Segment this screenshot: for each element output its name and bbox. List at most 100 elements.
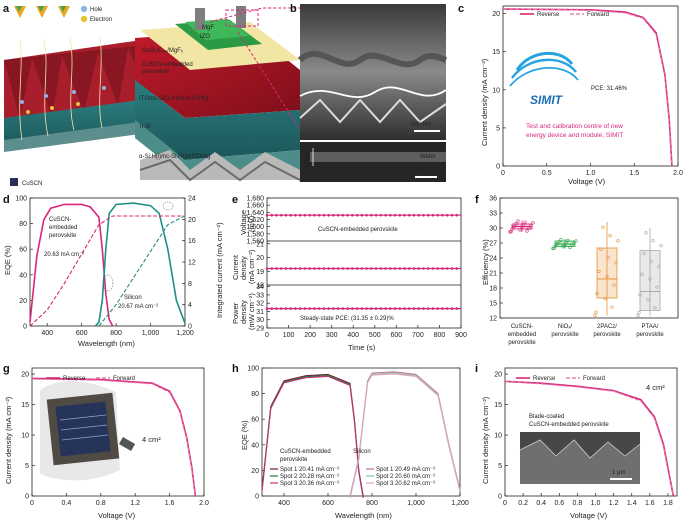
e-pow-ytick: 32 (256, 301, 264, 308)
e-voltage-point (308, 213, 311, 217)
i-xtick: 0 (503, 500, 507, 507)
f-point (574, 239, 578, 243)
e-pow-label-2: density (239, 300, 248, 324)
plot-frame-e (266, 197, 462, 329)
f-point (561, 245, 565, 249)
panel-label-g: g (3, 363, 10, 375)
e-current-point (346, 267, 349, 270)
layer-rear: α-Si:H(i)/nc-Si:H(p)/ITO/Ag (139, 154, 210, 160)
e-current-point (374, 267, 378, 270)
area-label-i: 4 cm² (646, 383, 665, 392)
g-xtick: 1.6 (165, 500, 175, 507)
panel-label-b: b (290, 3, 297, 15)
e-current-point (422, 267, 425, 270)
f-point (563, 242, 567, 247)
e-voltage-point (298, 213, 302, 217)
h-xtick: 600 (322, 500, 334, 507)
e-current-point (298, 267, 302, 270)
e-power-point (360, 307, 364, 310)
e-volt-ytick: 1,660 (246, 203, 264, 210)
legend-electron: Electron (90, 17, 112, 23)
e-current-point (332, 267, 335, 270)
e-current-point (289, 267, 293, 270)
xlabel-i: Voltage (V) (570, 511, 608, 520)
layer-perovskite-2: perovskite (142, 69, 170, 75)
e-current-point (270, 267, 274, 270)
e-current-point (275, 267, 278, 270)
panel-label-f: f (475, 194, 479, 206)
e-xtick: 600 (390, 332, 402, 339)
h-silicon-spot-curve (349, 373, 461, 499)
legend-forward-c: Forward (587, 12, 609, 18)
e-voltage-point (426, 213, 430, 217)
e-current-point (317, 267, 321, 270)
e-power-point (341, 307, 345, 310)
f-box (596, 247, 618, 299)
i-ytick: 0 (498, 494, 502, 501)
plot-frame-i (504, 367, 678, 497)
e-power-point (294, 307, 297, 310)
e-voltage-point (393, 213, 397, 217)
e-current-point (388, 267, 392, 270)
f-point (599, 247, 603, 251)
panel-h: h 400 600 800 1,000 1,200 0 20 40 60 80 100 CuSCN-… (232, 363, 469, 520)
f-point (531, 221, 535, 225)
e-current-point (365, 267, 368, 270)
e-xtick: 700 (412, 332, 424, 339)
e-curr-label-1: Current (231, 254, 240, 280)
f-point (637, 310, 641, 315)
f-point (509, 230, 513, 234)
e-power-point (412, 307, 416, 310)
ylabel-i: Current density (mA cm⁻²) (481, 396, 490, 484)
e-current-point (407, 267, 411, 270)
h-legend-right: Spot 3 20.62 mA cm⁻² (376, 481, 435, 487)
g-xtick: 0.8 (96, 500, 106, 507)
e-voltage-point (417, 213, 421, 217)
f-ytick: 30 (489, 226, 497, 233)
h-legend-left: Spot 1 20.41 mA cm⁻² (280, 467, 339, 473)
xlabel-d: Wavelength (nm) (78, 339, 135, 348)
e-power-point (445, 307, 449, 310)
e-voltage-point (412, 213, 416, 217)
integrated-silicon-curve (98, 215, 186, 327)
e-current-point (379, 267, 383, 270)
e-power-point (275, 307, 278, 310)
ylabel-c: Current density (mA cm⁻²) (480, 58, 489, 146)
f-category-label: NiOₓ/ (558, 324, 572, 330)
f-point (649, 259, 653, 264)
f-point (555, 242, 559, 246)
e-current-point (284, 267, 288, 270)
e-voltage-point (355, 213, 359, 217)
f-point (595, 291, 599, 296)
e-current-point (393, 267, 397, 270)
e-pow-ytick: 29 (256, 326, 264, 333)
panel-i: i 0 0.2 0.4 0.6 0.8 1.0 1.2 1.4 1.6 1.8 0 5 10 15 20 R… (475, 363, 678, 520)
f-point (648, 277, 652, 281)
plot-frame-h (261, 367, 461, 497)
e-curr-label-3: (mA cm⁻²) (247, 249, 256, 284)
panel-label-c: c (458, 3, 464, 15)
cuscn-key-label: CuSCN (22, 181, 42, 187)
d-label1-line3: perovskite (49, 233, 77, 239)
e-voltage-point (441, 213, 444, 217)
e-xtick: 200 (304, 332, 316, 339)
panel-f: f 12 15 18 21 24 27 30 33 36 Efficiency (%) CuSC… (475, 194, 679, 346)
d-label1-line1: CuSCN- (49, 217, 71, 223)
e-xtick: 500 (369, 332, 381, 339)
f-point (527, 226, 531, 230)
e-volt-label-1: Voltage (239, 210, 248, 235)
i-xtick: 0.2 (518, 500, 528, 507)
e-current-point (455, 267, 458, 270)
sem-image-top (300, 4, 446, 140)
cell-schematic-3d (135, 6, 301, 182)
d-ytick: 80 (19, 221, 27, 228)
h-legend-left: Spot 2 20.28 mA cm⁻² (280, 474, 339, 480)
f-point (644, 231, 648, 235)
e-power-point (284, 307, 288, 310)
e-power-point (327, 307, 330, 310)
panel-d: d 400 600 800 1,000 1,2000204060801000481216… (3, 194, 224, 348)
e-power-point (265, 307, 269, 310)
d-label2: Silicon (124, 295, 142, 301)
e-power-point (322, 307, 326, 310)
